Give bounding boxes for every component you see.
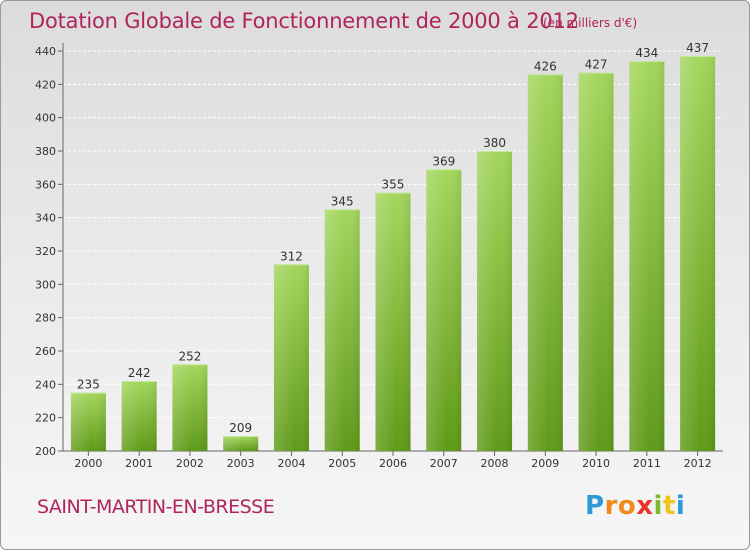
x-tick-label: 2005 [328, 457, 356, 470]
y-tick-label: 300 [35, 278, 56, 291]
data-label: 426 [534, 59, 557, 73]
chart-title: Dotation Globale de Fonctionnement de 20… [29, 9, 579, 33]
y-tick-label: 280 [35, 312, 56, 325]
bar-shade [273, 264, 309, 451]
bar-shade [121, 381, 157, 451]
data-label: 242 [128, 366, 151, 380]
x-tick-label: 2002 [176, 457, 204, 470]
x-tick-label: 2000 [74, 457, 102, 470]
bar-shade [324, 209, 360, 451]
data-label: 235 [77, 378, 100, 392]
bar-shade [223, 436, 259, 451]
bar-shade [527, 74, 563, 451]
data-label: 437 [686, 41, 709, 55]
y-tick-label: 240 [35, 378, 56, 391]
bar-shade [172, 364, 208, 451]
x-tick-label: 2009 [531, 457, 559, 470]
bar-shade [477, 151, 513, 451]
y-tick-label: 360 [35, 178, 56, 191]
x-tick-label: 2006 [379, 457, 407, 470]
data-label: 434 [635, 46, 658, 60]
data-label: 380 [483, 136, 506, 150]
y-tick-label: 260 [35, 345, 56, 358]
logo-letter: P [585, 491, 605, 521]
axes: 200 220 240 260 280 300 320 340 360 380 400 420 440 2… [35, 43, 723, 470]
y-tick-label: 400 [35, 112, 56, 125]
x-tick-label: 2003 [227, 457, 255, 470]
bar-shade [70, 392, 106, 451]
y-tick-label: 380 [35, 145, 56, 158]
data-labels: 235 242 252 209 312 345 355 369 380 426 427 434 437 [77, 41, 709, 435]
data-label: 209 [229, 421, 252, 435]
y-tick-label: 320 [35, 245, 56, 258]
logo-letter: t [662, 491, 676, 521]
bar-shade [578, 72, 614, 452]
x-tick-label: 2008 [481, 457, 509, 470]
proxiti-logo: Proxiti [585, 491, 685, 521]
bar-shade [680, 56, 716, 451]
logo-letter: x [636, 491, 654, 521]
data-label: 355 [382, 178, 405, 192]
x-tick-label: 2007 [430, 457, 458, 470]
bar-shade [375, 192, 411, 451]
commune-name: SAINT-MARTIN-EN-BRESSE [37, 496, 275, 518]
y-tick-label: 440 [35, 45, 56, 58]
x-tick-label: 2010 [582, 457, 610, 470]
x-tick-label: 2012 [684, 457, 712, 470]
data-label: 312 [280, 249, 303, 263]
data-label: 345 [331, 194, 354, 208]
y-tick-label: 340 [35, 212, 56, 225]
logo-letter: i [653, 491, 663, 521]
logo-letter: r [604, 491, 618, 521]
unit-label: (en milliers d'€) [543, 16, 638, 30]
data-label: 252 [178, 349, 201, 363]
x-tick-label: 2001 [125, 457, 153, 470]
bar-shade [426, 169, 462, 452]
logo-letter: o [617, 491, 637, 521]
logo-letter: i [675, 491, 686, 521]
y-tick-label: 220 [35, 412, 56, 425]
x-tick-label: 2004 [277, 457, 305, 470]
bar-shade [629, 61, 665, 451]
x-tick-label: 2011 [633, 457, 661, 470]
data-label: 369 [432, 154, 455, 168]
y-tick-label: 200 [35, 445, 56, 458]
bars [70, 56, 716, 452]
y-tick-label: 420 [35, 78, 56, 91]
data-label: 427 [585, 58, 608, 72]
